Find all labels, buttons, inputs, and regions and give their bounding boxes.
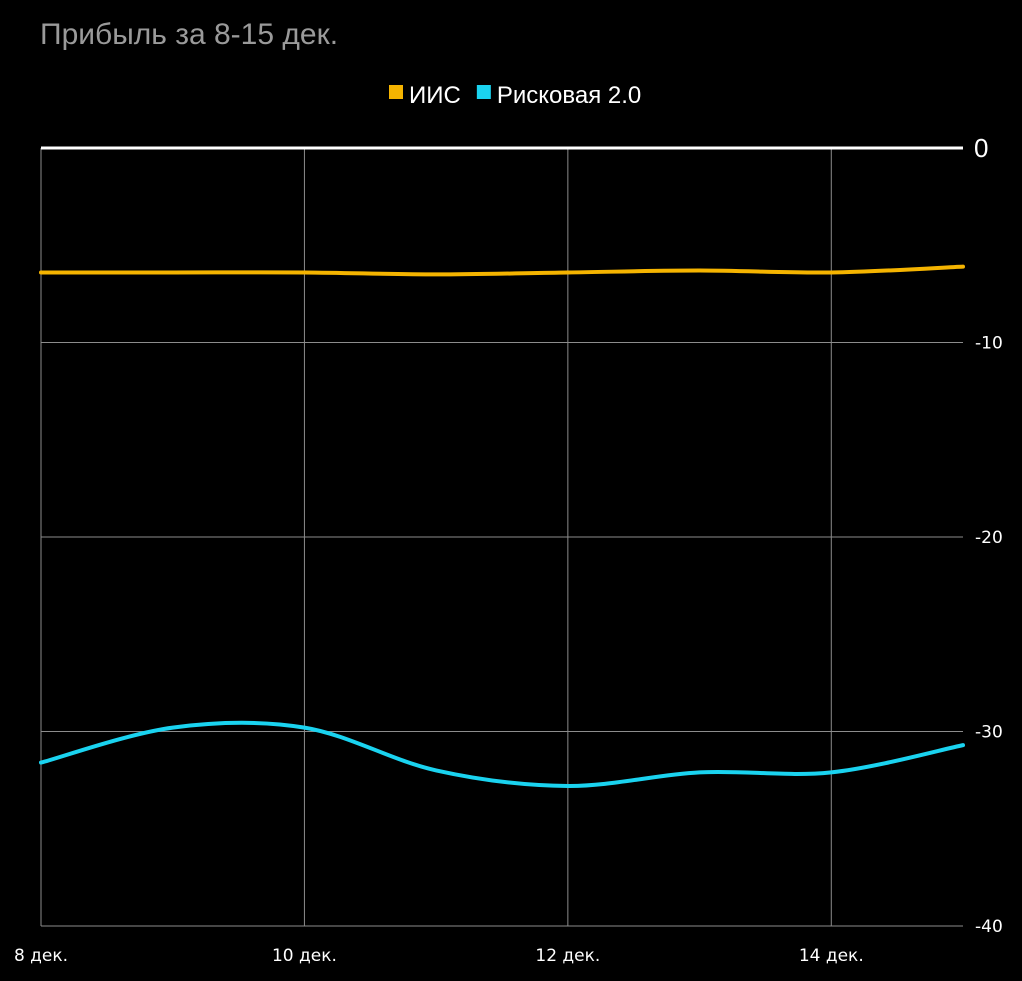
x-tick-label: 12 дек. [535, 946, 600, 966]
y-tick-label: -10 [975, 334, 1003, 354]
legend-swatch [389, 85, 403, 99]
x-tick-label: 14 дек. [799, 946, 864, 966]
series-layer [39, 264, 965, 788]
legend-label: ИИС [409, 82, 461, 109]
axes: 8 дек. 10 дек. 12 дек. 14 дек. 0 -10 -20 -30 -40 [14, 133, 1003, 966]
chart-title: Прибыль за 8-15 дек. [40, 18, 338, 51]
legend: ИИС Рисковая 2.0 [389, 82, 641, 109]
legend-swatch [476, 85, 491, 99]
grid [40, 146, 963, 927]
y-tick-label: -20 [975, 528, 1003, 548]
x-tick-label: 8 дек. [14, 946, 68, 966]
y-tick-label: 0 [974, 133, 988, 163]
y-tick-label: -30 [975, 723, 1003, 743]
x-tick-label: 10 дек. [272, 946, 337, 966]
series-line-1 [39, 264, 965, 277]
legend-label: Рисковая 2.0 [497, 82, 641, 109]
series-line-2 [39, 720, 965, 788]
y-tick-label: -40 [975, 917, 1003, 937]
